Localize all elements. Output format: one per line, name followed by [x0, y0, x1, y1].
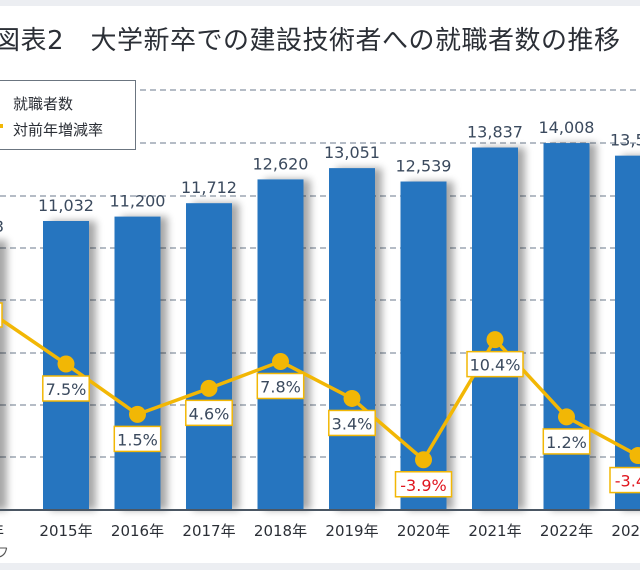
bar-value-label: 11,032	[38, 196, 94, 215]
line-value-labels: 7.5% 1.5% 4.6% 7.8% 3.4% -3.9% 10.4% 1.2% -3.4%	[0, 302, 640, 498]
x-tick-label: 2015年	[39, 522, 92, 540]
line-value-label: 7.8%	[260, 377, 301, 396]
line-value-label: 10.4%	[470, 356, 521, 375]
legend-item-bar: 就職者数	[13, 95, 74, 113]
line-value-label: 3.4%	[332, 414, 373, 433]
line-point-2022年	[558, 408, 575, 426]
line-point-2019年	[343, 389, 361, 407]
x-tick-labels: 2015年 2016年 2017年 2018年 2019年 2020年 2021年 2022年…	[0, 522, 640, 540]
chart-title: 図表2 大学新卒での建設技術者への就職者数の推移	[0, 26, 621, 56]
line-value-label: 1.5%	[117, 430, 158, 449]
bar-2019年	[329, 168, 375, 510]
line-point-2016年	[129, 405, 146, 423]
bar-value-label: 12,620	[253, 154, 309, 173]
gridlines	[0, 89, 640, 458]
bar-value-labels: 11,032 11,200 11,712 12,620 13,051 12,539 13,8…	[0, 118, 640, 236]
bottom-strip	[0, 563, 640, 570]
line-label-box-partial	[0, 302, 3, 328]
line-value-label: -3.4%	[615, 472, 640, 491]
bar-value-label: 14,008	[539, 118, 595, 137]
bar-value-label: 13,837	[467, 123, 523, 142]
line-label-box	[185, 399, 233, 427]
bar-2017年	[186, 203, 232, 510]
bar-2022年	[543, 143, 590, 510]
x-tick-label: 2020年	[397, 522, 450, 540]
footnote: フ	[0, 546, 10, 561]
line-point-2023年	[629, 447, 640, 465]
bar-value-label: 11,200	[110, 192, 166, 211]
line-label-box	[42, 375, 90, 402]
line-point-2018年	[272, 352, 289, 370]
bar-value-label: 13,051	[324, 143, 380, 162]
x-tick-label: 2016年	[111, 522, 164, 540]
line-label-box	[113, 425, 162, 453]
bar-2018年	[257, 179, 304, 510]
legend: 就職者数 対前年増減率	[0, 80, 136, 150]
bar-2016年	[114, 216, 161, 510]
line-label-box	[609, 466, 640, 494]
line-point-2021年	[486, 331, 504, 349]
line-label-box	[466, 350, 524, 378]
line-label-box	[256, 372, 305, 400]
bar-value-label-partial: 3	[0, 217, 4, 236]
bar-value-label: 13,526	[610, 131, 640, 150]
line-label-box	[394, 471, 453, 498]
legend-line-marker-icon	[0, 124, 3, 128]
x-tick-label: 2019年	[325, 522, 378, 540]
bar-2021年	[472, 147, 518, 510]
bar-series	[43, 143, 640, 510]
line-label-box	[328, 409, 376, 437]
line-point-2017年	[200, 379, 218, 397]
x-tick-label: 2018年	[254, 522, 307, 540]
x-tick-label: 2023年	[611, 522, 640, 540]
x-tick-label: 2017年	[182, 522, 235, 540]
top-strip	[0, 0, 640, 6]
line-value-label: 1.2%	[546, 433, 587, 452]
line-point-2020年	[415, 451, 432, 469]
x-tick-label: 2021年	[468, 522, 521, 540]
x-tick-label: 2022年	[540, 522, 593, 540]
x-tick-label-partial: 年	[0, 522, 4, 540]
line-point-2015年	[57, 355, 75, 373]
bar-value-label: 11,712	[181, 178, 237, 197]
legend-item-line: 対前年増減率	[13, 121, 104, 139]
bar-value-label: 12,539	[396, 157, 452, 176]
line-label-box	[542, 428, 591, 455]
line-value-label: 4.6%	[189, 404, 230, 423]
line-value-label: -3.9%	[400, 476, 446, 495]
line-value-label: 7.5%	[46, 380, 87, 399]
